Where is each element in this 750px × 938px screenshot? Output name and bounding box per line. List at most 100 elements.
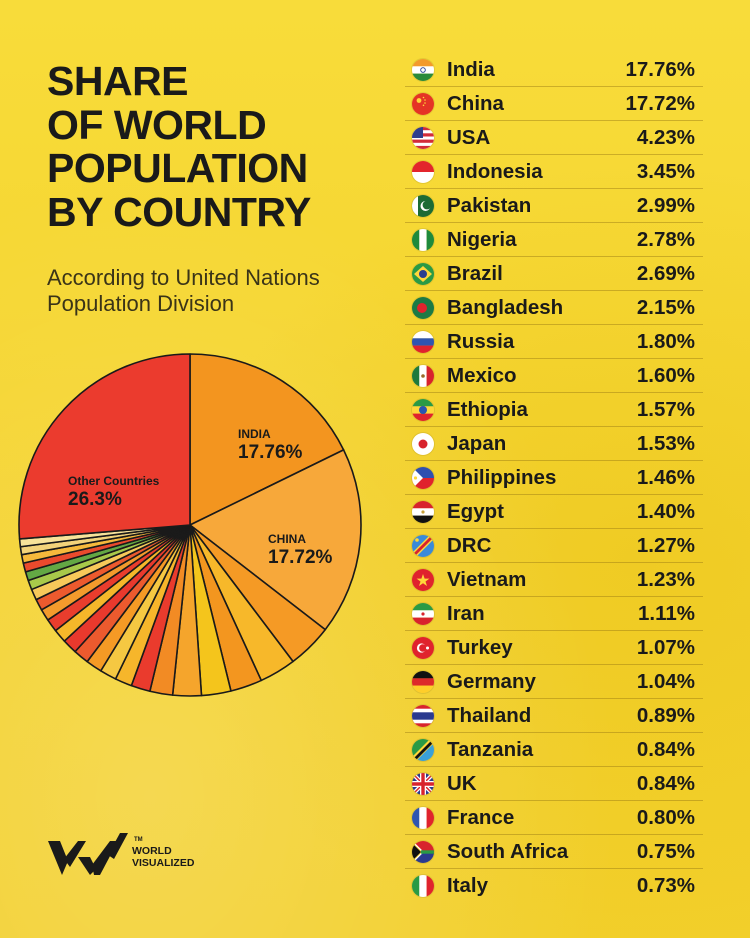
pie-value-label: 26.3%	[68, 489, 122, 510]
china-flag-icon	[412, 92, 434, 115]
table-row: UK 0.84%	[405, 767, 703, 801]
country-value: 1.40%	[636, 499, 695, 523]
title-line: OF WORLD	[47, 101, 267, 148]
table-row: Nigeria 2.78%	[405, 223, 703, 257]
table-row: Russia 1.80%	[405, 325, 703, 359]
country-name: Tanzania	[447, 737, 534, 761]
country-name: France	[447, 805, 515, 829]
table-row: Italy 0.73%	[405, 869, 703, 903]
country-value: 1.46%	[636, 465, 695, 489]
table-row: DRC 1.27%	[405, 529, 703, 563]
country-name: Mexico	[447, 363, 517, 387]
country-value: 0.75%	[636, 839, 695, 863]
country-name: Iran	[447, 601, 485, 625]
country-value: 1.60%	[636, 363, 695, 387]
france-flag-icon	[412, 806, 434, 829]
mexico-flag-icon	[412, 364, 434, 387]
country-name: Egypt	[447, 499, 504, 523]
country-name: Thailand	[447, 703, 532, 727]
country-value: 2.69%	[636, 261, 695, 285]
country-name: USA	[447, 125, 491, 149]
country-value: 1.57%	[636, 397, 695, 421]
brand-name: WORLD VISUALIZED	[132, 845, 194, 869]
pie-label: Other Countries	[68, 474, 160, 488]
table-row: Brazil 2.69%	[405, 257, 703, 291]
country-name: Nigeria	[447, 227, 517, 251]
brand-line: VISUALIZED	[132, 857, 195, 869]
country-value: 2.15%	[636, 295, 695, 319]
table-row: Mexico 1.60%	[405, 359, 703, 393]
egypt-flag-icon	[412, 500, 434, 523]
country-value: 0.80%	[636, 805, 695, 829]
subtitle-line: According to United Nations	[47, 265, 320, 290]
vietnam-flag-icon	[412, 568, 434, 591]
country-value: 17.72%	[625, 91, 695, 115]
table-row: India 17.76%	[405, 53, 703, 87]
country-value: 1.04%	[636, 669, 695, 693]
country-name: Ethiopia	[447, 397, 528, 421]
thailand-flag-icon	[412, 704, 434, 727]
country-name: South Africa	[447, 839, 569, 863]
philippines-flag-icon	[412, 466, 434, 489]
brazil-flag-icon	[412, 262, 434, 285]
country-value: 0.89%	[636, 703, 695, 727]
country-value: 1.07%	[636, 635, 695, 659]
country-name: Russia	[447, 329, 515, 353]
country-value: 4.23%	[636, 125, 695, 149]
table-row: Bangladesh 2.15%	[405, 291, 703, 325]
indonesia-flag-icon	[412, 160, 434, 183]
pie-label: CHINA	[268, 532, 306, 546]
country-name: Bangladesh	[447, 295, 564, 319]
country-value: 2.78%	[636, 227, 695, 251]
country-value: 0.84%	[636, 737, 695, 761]
usa-flag-icon	[412, 126, 434, 149]
country-name: China	[447, 91, 504, 115]
country-value: 1.23%	[636, 567, 695, 591]
country-name: Vietnam	[447, 567, 527, 591]
table-row: China 17.72%	[405, 87, 703, 121]
table-row: Thailand 0.89%	[405, 699, 703, 733]
country-name: Turkey	[447, 635, 513, 659]
country-name: Pakistan	[447, 193, 532, 217]
country-value: 1.11%	[638, 601, 695, 625]
italy-flag-icon	[412, 875, 434, 897]
country-name: UK	[447, 771, 477, 795]
title-line: BY COUNTRY	[47, 188, 311, 235]
pie-label: INDIA	[238, 427, 271, 441]
table-row: Indonesia 3.45%	[405, 155, 703, 189]
pie-slice-china	[189, 449, 362, 631]
title-line: POPULATION	[47, 145, 308, 191]
pie-slice-india	[189, 353, 345, 526]
tanzania-flag-icon	[412, 738, 434, 761]
bangladesh-flag-icon	[412, 296, 434, 319]
country-name: India	[447, 57, 495, 81]
japan-flag-icon	[412, 432, 434, 455]
nigeria-flag-icon	[412, 228, 434, 251]
title-line: SHARE	[47, 58, 189, 104]
table-row: France 0.80%	[405, 801, 703, 835]
india-flag-icon	[412, 58, 434, 81]
table-row: Ethiopia 1.57%	[405, 393, 703, 427]
drc-flag-icon	[412, 534, 434, 557]
country-name: Brazil	[447, 261, 503, 285]
pie-value-label: 17.76%	[238, 442, 303, 463]
table-row: Germany 1.04%	[405, 665, 703, 699]
turkey-flag-icon	[412, 636, 434, 659]
table-row: Japan 1.53%	[405, 427, 703, 461]
country-name: Philippines	[447, 465, 557, 489]
brand-logo: TM WORLD VISUALIZED	[48, 833, 194, 875]
country-name: DRC	[447, 533, 492, 557]
country-name: Japan	[447, 431, 507, 455]
russia-flag-icon	[412, 330, 434, 353]
iran-flag-icon	[412, 602, 434, 625]
country-value: 1.80%	[636, 329, 695, 353]
pie-slice-other-countries	[18, 353, 191, 540]
table-row: Tanzania 0.84%	[405, 733, 703, 767]
wv-logo-icon	[48, 833, 128, 875]
page-title: SHARE OF WORLD POPULATION BY COUNTRY	[47, 58, 311, 235]
germany-flag-icon	[412, 670, 434, 693]
country-value: 1.53%	[636, 431, 695, 455]
country-table: India 17.76% China 17.72% USA 4.23% Indones…	[405, 53, 703, 903]
table-row: Philippines 1.46%	[405, 461, 703, 495]
